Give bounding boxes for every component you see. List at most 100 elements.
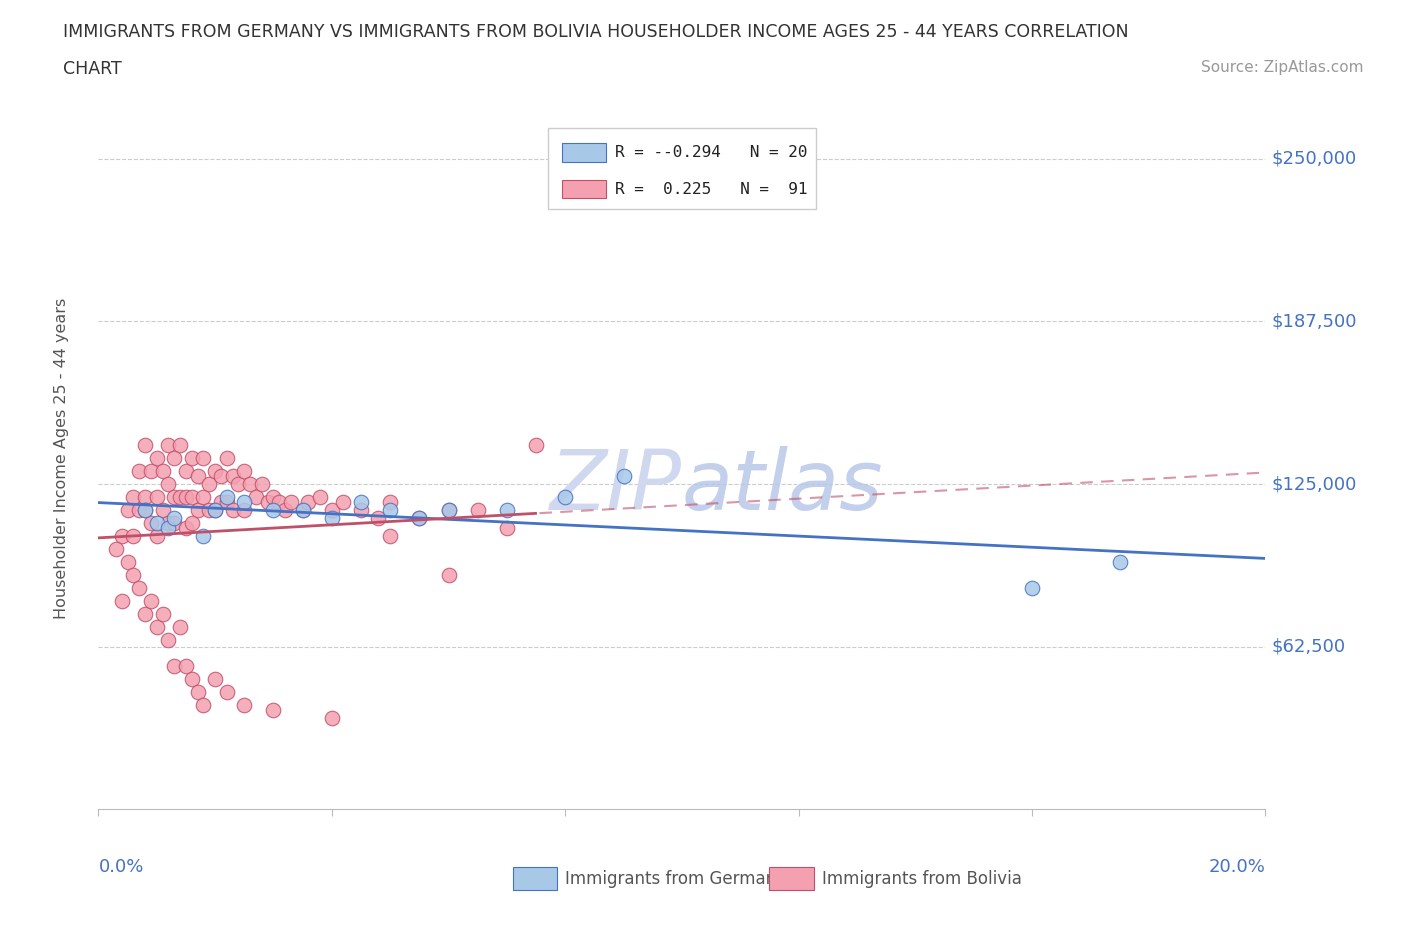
Text: CHART: CHART [63, 60, 122, 78]
Point [321, 711, 343, 725]
Point [496, 521, 519, 536]
Point [152, 606, 174, 621]
Text: R = --0.294   N = 20: R = --0.294 N = 20 [616, 145, 808, 160]
Text: 0.0%: 0.0% [98, 858, 143, 876]
Point [496, 502, 519, 517]
Point [297, 495, 319, 510]
Point [180, 515, 202, 530]
Point [209, 469, 232, 484]
Point [408, 511, 430, 525]
Point [274, 502, 297, 517]
Point [256, 495, 278, 510]
Point [221, 469, 243, 484]
Point [169, 619, 191, 634]
Point [139, 593, 162, 608]
Point [128, 580, 150, 595]
Point [350, 495, 373, 510]
Point [128, 502, 150, 517]
Point [408, 511, 430, 525]
Point [239, 476, 262, 491]
Text: Householder Income Ages 25 - 44 years: Householder Income Ages 25 - 44 years [55, 298, 69, 618]
Point [169, 438, 191, 453]
Point [157, 476, 180, 491]
Point [209, 495, 232, 510]
Point [163, 451, 186, 466]
Point [187, 469, 209, 484]
Point [221, 502, 243, 517]
Point [233, 495, 256, 510]
Point [157, 515, 180, 530]
Point [233, 698, 256, 712]
Point [122, 528, 145, 543]
Point [380, 495, 402, 510]
Bar [562, 143, 606, 162]
Point [117, 502, 139, 517]
Point [612, 469, 634, 484]
Text: atlas: atlas [682, 445, 883, 526]
Point [111, 593, 134, 608]
Point [193, 489, 215, 504]
Point [215, 684, 238, 699]
Text: ZIP: ZIP [550, 445, 682, 526]
Point [122, 489, 145, 504]
Point [321, 511, 343, 525]
Point [233, 502, 256, 517]
Text: $125,000: $125,000 [1271, 475, 1357, 493]
Point [193, 698, 215, 712]
Point [250, 476, 273, 491]
Point [380, 502, 402, 517]
Point [174, 489, 197, 504]
Text: Immigrants from Bolivia: Immigrants from Bolivia [823, 870, 1022, 887]
Point [146, 451, 169, 466]
Point [204, 502, 226, 517]
Point [437, 567, 460, 582]
Point [146, 489, 169, 504]
Point [134, 502, 156, 517]
Text: IMMIGRANTS FROM GERMANY VS IMMIGRANTS FROM BOLIVIA HOUSEHOLDER INCOME AGES 25 - : IMMIGRANTS FROM GERMANY VS IMMIGRANTS FR… [63, 23, 1129, 41]
Point [198, 502, 221, 517]
Point [163, 515, 186, 530]
Point [163, 658, 186, 673]
Point [180, 489, 202, 504]
Point [157, 632, 180, 647]
Point [122, 567, 145, 582]
Point [180, 451, 202, 466]
Text: Source: ZipAtlas.com: Source: ZipAtlas.com [1201, 60, 1364, 75]
Text: Immigrants from Germany: Immigrants from Germany [565, 870, 786, 887]
Point [117, 554, 139, 569]
Text: 20.0%: 20.0% [1209, 858, 1265, 876]
Point [146, 528, 169, 543]
Point [367, 511, 389, 525]
Point [437, 502, 460, 517]
Point [262, 489, 284, 504]
FancyBboxPatch shape [548, 128, 815, 208]
Point [104, 541, 127, 556]
Point [524, 438, 547, 453]
Point [554, 489, 576, 504]
Point [1108, 554, 1130, 569]
Point [187, 502, 209, 517]
Point [134, 489, 156, 504]
Point [215, 451, 238, 466]
Bar [562, 180, 606, 198]
Point [163, 511, 186, 525]
Point [157, 521, 180, 536]
Point [198, 476, 221, 491]
Point [291, 502, 314, 517]
Point [134, 438, 156, 453]
Point [204, 671, 226, 686]
Point [169, 489, 191, 504]
Point [163, 489, 186, 504]
Point [152, 463, 174, 478]
Point [437, 502, 460, 517]
Point [262, 502, 284, 517]
Point [269, 495, 291, 510]
Point [174, 658, 197, 673]
Point [233, 463, 256, 478]
Point [332, 495, 354, 510]
Point [111, 528, 134, 543]
Text: $187,500: $187,500 [1271, 312, 1357, 330]
Point [174, 463, 197, 478]
Point [157, 438, 180, 453]
Point [152, 502, 174, 517]
